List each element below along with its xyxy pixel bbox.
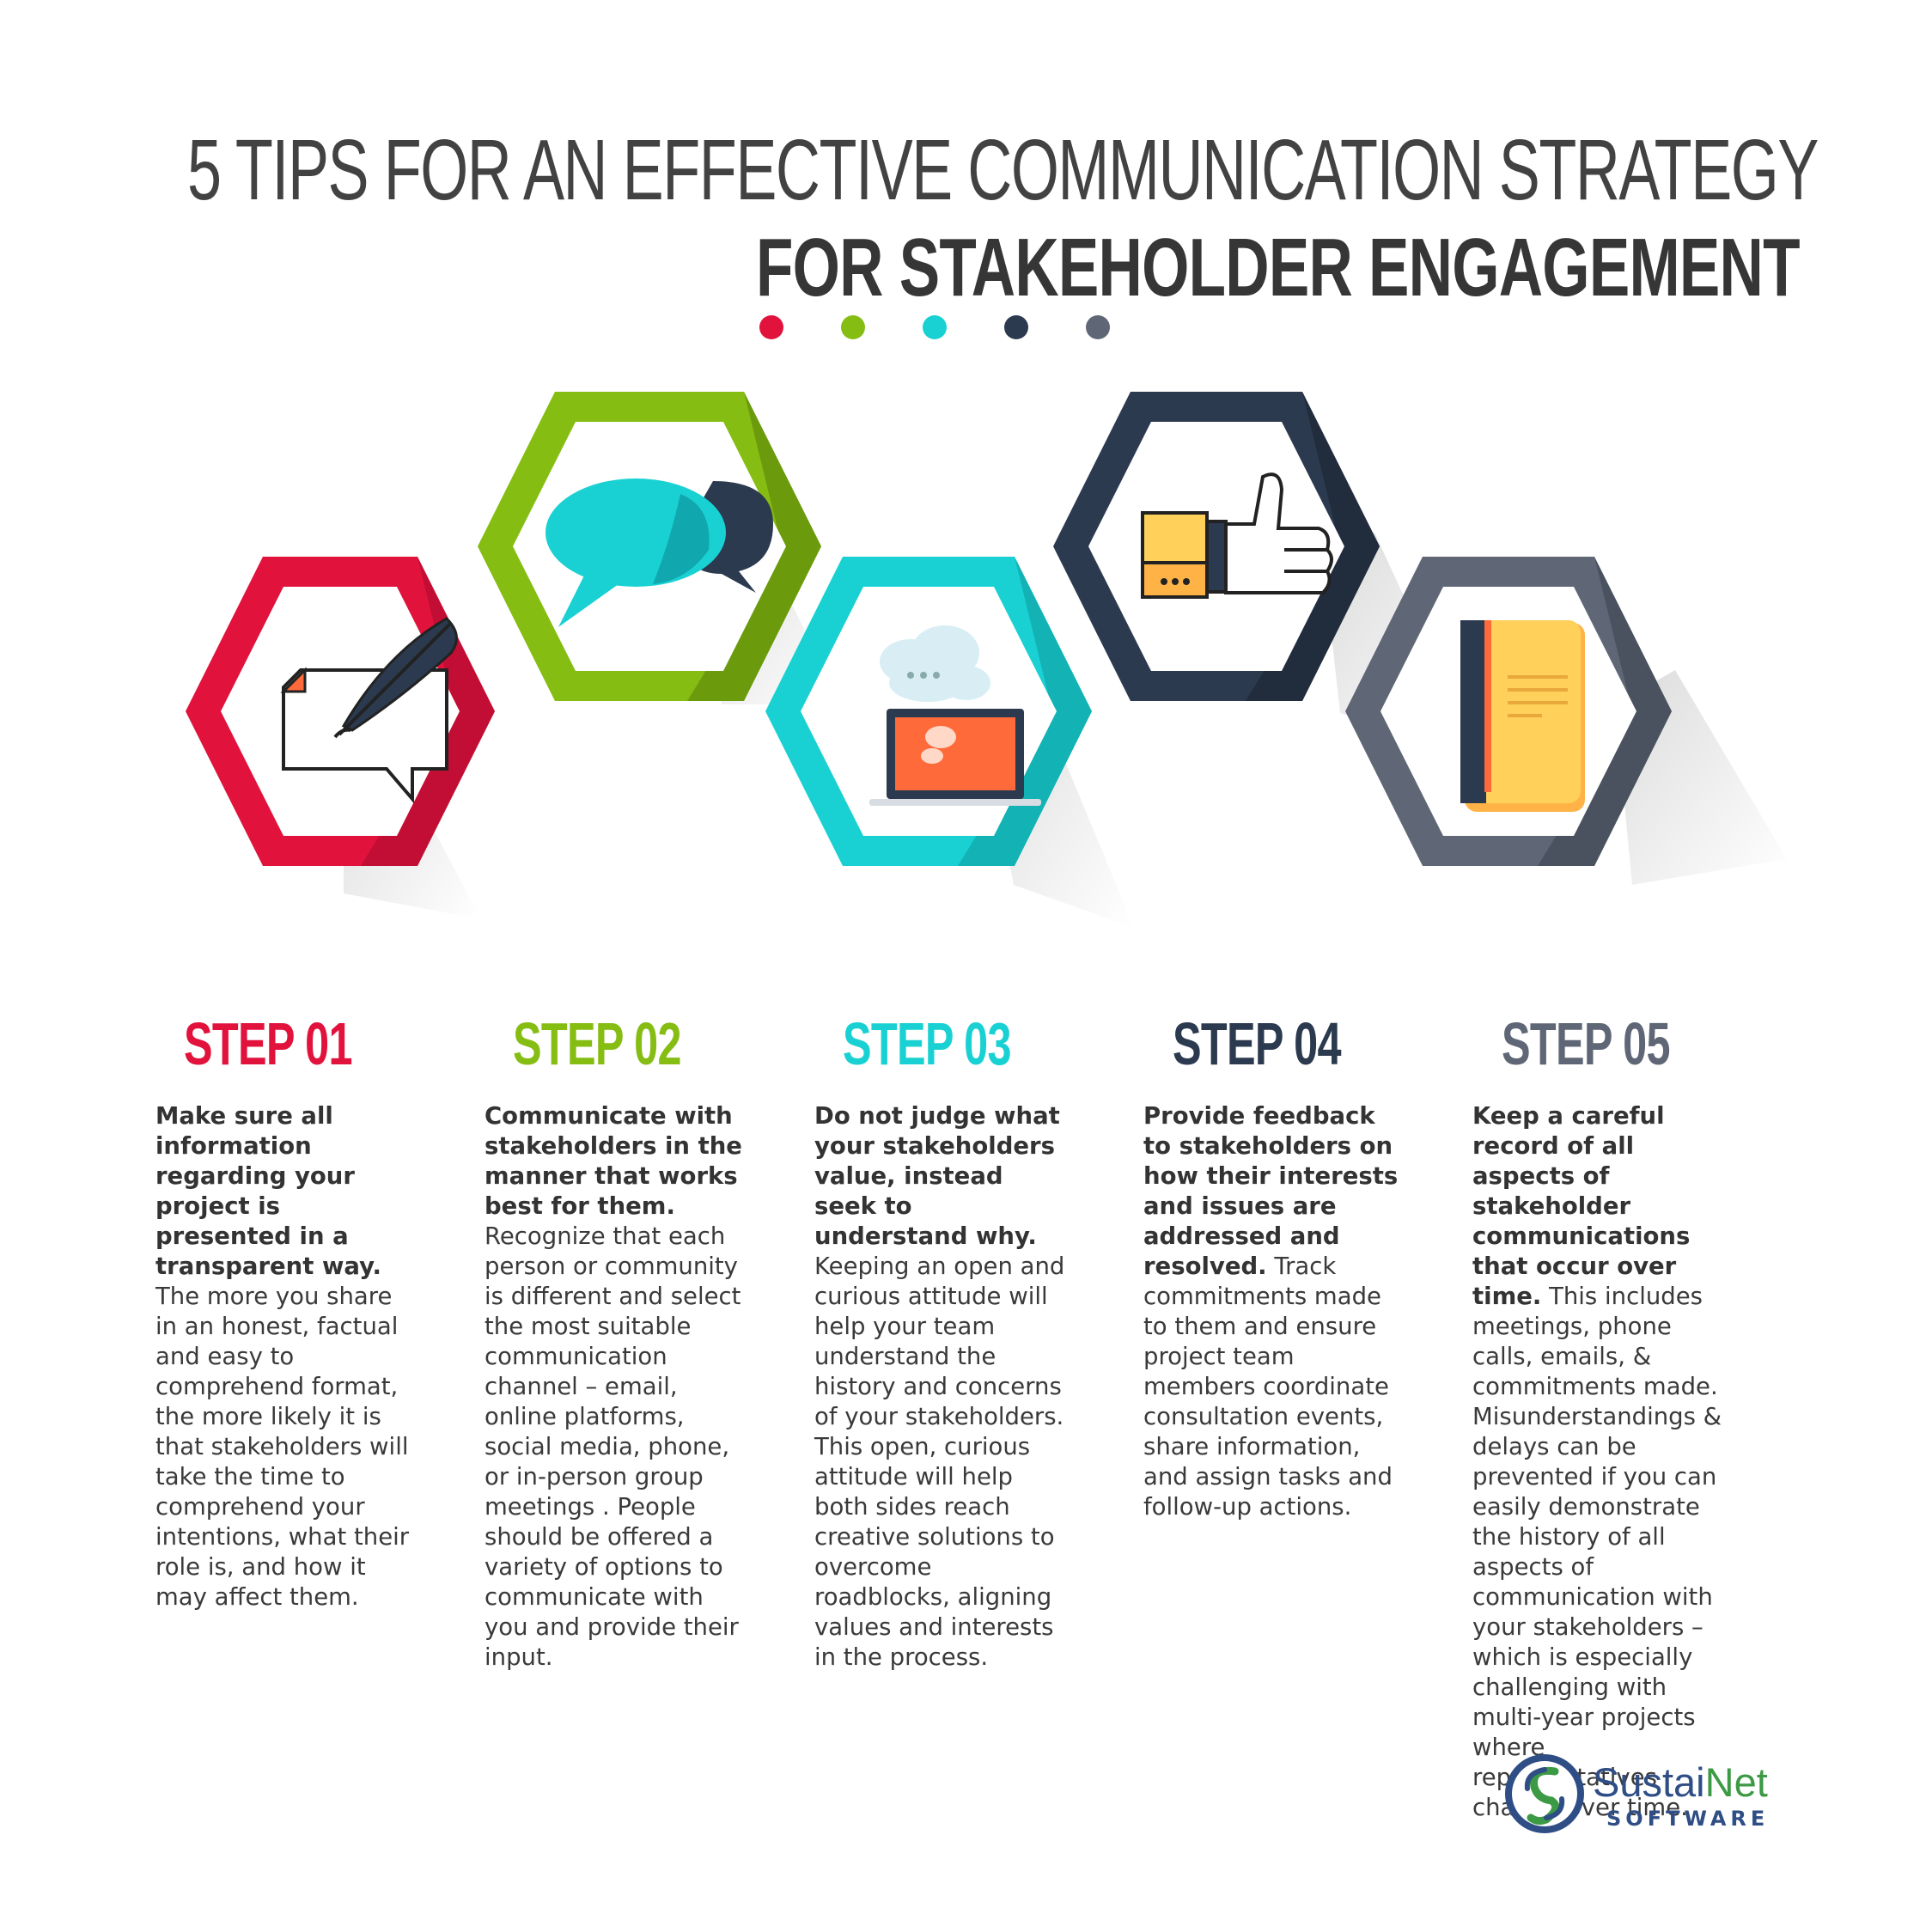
color-dot-green	[841, 315, 865, 339]
color-dot-gray	[1086, 315, 1110, 339]
color-dot-red	[759, 315, 783, 339]
step-02-text: Recognize that each person or community …	[485, 1222, 741, 1671]
step-02-body: Communicate with stakeholders in the man…	[485, 1101, 742, 1673]
step-04-title: STEP 04	[1173, 1010, 1341, 1077]
step-04-body: Provide feedback to stakeholders on how …	[1143, 1101, 1401, 1522]
step-03-body: Do not judge what your stakeholders valu…	[814, 1101, 1072, 1673]
sustainet-logo-icon	[1505, 1754, 1584, 1833]
step-04-bold: Provide feedback to stakeholders on how …	[1143, 1102, 1399, 1280]
logo-name-a: Sustai	[1593, 1759, 1705, 1805]
hexagon-row	[186, 392, 1787, 928]
color-dot-navy	[1004, 315, 1028, 339]
step-05-body: Keep a careful record of all aspects of …	[1472, 1101, 1730, 1823]
logo-name-b: Net	[1704, 1759, 1768, 1805]
step-05-title: STEP 05	[1502, 1010, 1670, 1077]
feather-note-icon	[280, 617, 458, 804]
step-01-title: STEP 01	[184, 1010, 352, 1077]
speech-bubbles-icon	[545, 478, 773, 627]
step-01-bold: Make sure all information regarding your…	[155, 1102, 381, 1280]
step-02-title: STEP 02	[513, 1010, 681, 1077]
step-05-text: This includes meetings, phone calls, ema…	[1472, 1283, 1722, 1821]
logo-subtitle: SOFTWARE	[1606, 1807, 1770, 1831]
notebook-icon	[1460, 620, 1585, 812]
step-01-body: Make sure all information regarding your…	[155, 1101, 413, 1612]
step-02-bold: Communicate with stakeholders in the man…	[485, 1102, 742, 1220]
color-dot-cyan	[923, 315, 947, 339]
thumbs-up-icon	[1141, 472, 1333, 599]
title-line-2: FOR STAKEHOLDER ENGAGEMENT	[756, 222, 1801, 314]
step-03-title: STEP 03	[843, 1010, 1011, 1077]
step-03-bold: Do not judge what your stakeholders valu…	[814, 1102, 1060, 1250]
step-01-text: The more you share in an honest, factual…	[155, 1283, 410, 1611]
logo-wordmark: SustaiNet	[1593, 1761, 1768, 1804]
laptop-cloud-icon	[869, 625, 1041, 806]
step-05-bold: Keep a careful record of all aspects of …	[1472, 1102, 1691, 1310]
step-03-text: Keeping an open and curious attitude wil…	[814, 1253, 1065, 1671]
step-04-text: Track commitments made to them and ensur…	[1143, 1253, 1393, 1521]
